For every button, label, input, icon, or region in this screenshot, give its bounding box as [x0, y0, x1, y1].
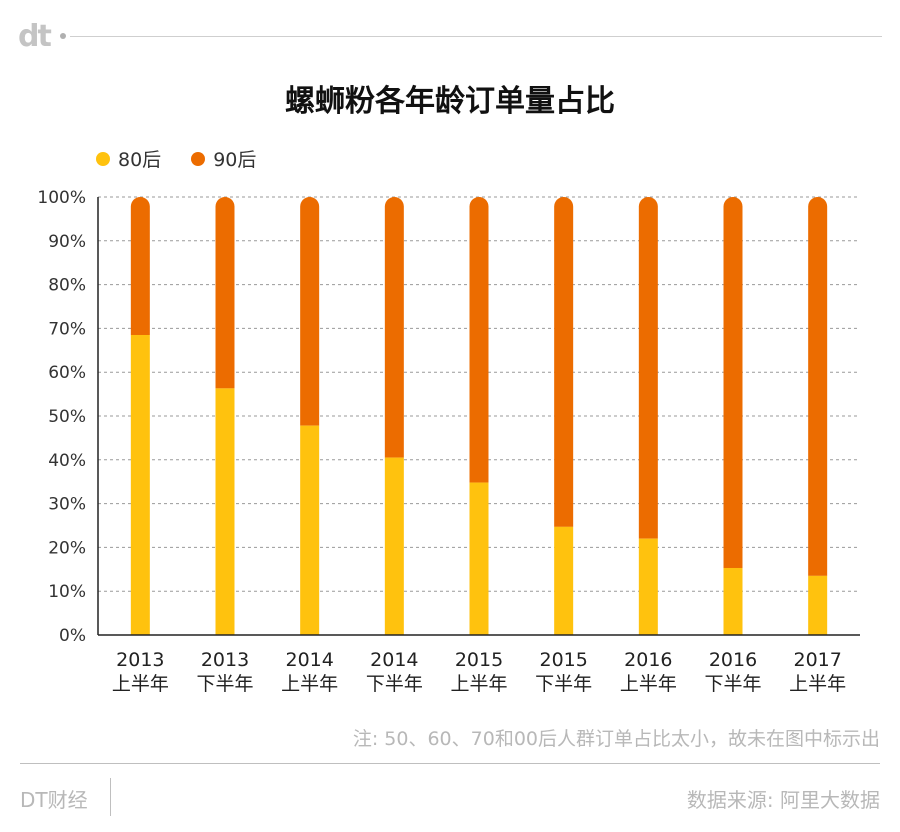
bar-segment-90s [130, 197, 150, 335]
dt-logo: dt [18, 19, 52, 54]
x-tick-label-year: 2013 [116, 649, 164, 671]
x-tick-label-year: 2016 [624, 649, 672, 671]
y-tick-label: 60% [48, 363, 86, 383]
bar-segment-80s [300, 425, 320, 635]
bar-segment-90s [638, 197, 658, 539]
x-tick-label-year: 2014 [370, 649, 418, 671]
x-tick-label-half: 下半年 [704, 673, 761, 695]
bar-segment-90s [554, 197, 574, 527]
bar-segment-80s [808, 575, 828, 635]
bar-segment-80s [638, 538, 658, 635]
x-tick-label-year: 2017 [793, 649, 841, 671]
y-tick-label: 70% [48, 319, 86, 339]
y-tick-label: 20% [48, 538, 86, 558]
bar-segment-80s [384, 457, 404, 635]
x-tick-label-year: 2015 [455, 649, 503, 671]
x-tick-label-year: 2016 [709, 649, 757, 671]
chart-legend: 80后 90后 [96, 145, 256, 172]
x-tick-label-half: 下半年 [535, 673, 592, 695]
footer-rule [20, 763, 880, 764]
legend-swatch-90s [191, 151, 206, 166]
x-tick-label-half: 上半年 [112, 673, 169, 695]
x-tick-label-half: 上半年 [789, 673, 846, 695]
legend-swatch-80s [96, 151, 110, 166]
footer-divider [110, 778, 111, 816]
x-tick-label-half: 下半年 [366, 673, 423, 695]
x-tick-label-half: 下半年 [196, 673, 253, 695]
legend-item-80s: 80后 [96, 145, 161, 172]
bar-segment-80s [723, 567, 743, 635]
bar-segment-90s [808, 197, 828, 576]
bar-segment-90s [215, 197, 235, 389]
legend-item-90s: 90后 [191, 145, 256, 172]
source-label: 数据来源: 阿里大数据 [686, 788, 880, 812]
bar-segment-90s [469, 197, 489, 483]
y-tick-label: 30% [48, 495, 86, 515]
y-tick-label: 90% [48, 232, 86, 252]
bar-segment-80s [469, 482, 489, 635]
x-tick-label-year: 2015 [539, 649, 587, 671]
chart-title: 螺蛳粉各年龄订单量占比 [285, 84, 615, 119]
legend-label-80s: 80后 [118, 149, 162, 171]
bar-segment-80s [130, 334, 150, 635]
y-tick-label: 80% [48, 276, 86, 296]
x-tick-label-half: 上半年 [450, 673, 507, 695]
x-tick-label-half: 上半年 [281, 673, 338, 695]
bar-segment-80s [215, 388, 235, 635]
bar-segment-90s [384, 197, 404, 458]
y-tick-label: 100% [37, 188, 86, 208]
logo-dot [60, 33, 66, 39]
legend-label-90s: 90后 [213, 149, 257, 171]
x-tick-label-half: 上半年 [620, 673, 677, 695]
bar-segment-90s [300, 197, 320, 426]
y-tick-label: 0% [59, 626, 86, 646]
brand-label: DT财经 [20, 788, 88, 812]
y-tick-label: 40% [48, 451, 86, 471]
x-tick-label-year: 2014 [285, 649, 333, 671]
bar-segment-80s [554, 526, 574, 635]
header-rule [70, 36, 882, 37]
footnote: 注: 50、60、70和00后人群订单占比太小，故未在图中标示出 [352, 728, 880, 750]
bar-segment-90s [723, 197, 743, 568]
y-tick-label: 50% [48, 407, 86, 427]
y-tick-label: 10% [48, 582, 86, 602]
x-tick-label-year: 2013 [201, 649, 249, 671]
